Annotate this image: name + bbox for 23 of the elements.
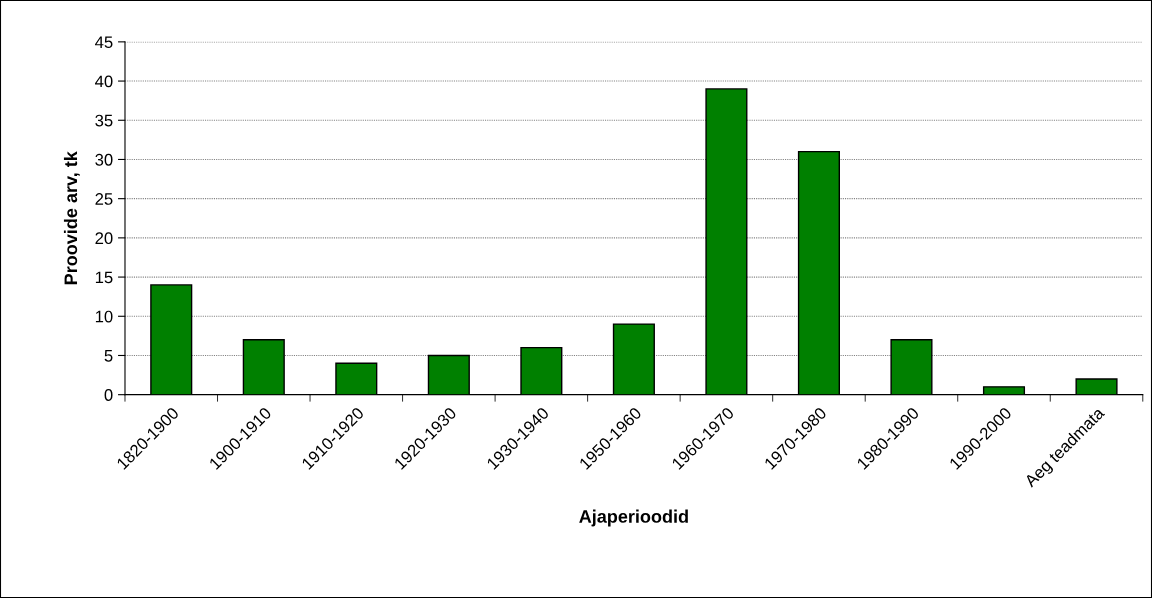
y-tick-label: 30 (95, 153, 113, 166)
bar (890, 339, 933, 395)
bar (427, 354, 470, 395)
bar (612, 323, 655, 395)
y-tick-label: 15 (95, 271, 113, 284)
y-tick-label: 35 (95, 114, 113, 127)
y-tick-label: 45 (95, 36, 113, 49)
x-axis-title: Ajaperioodid (579, 509, 688, 527)
bar (982, 386, 1026, 395)
y-tick-label: 20 (95, 232, 113, 245)
bar (797, 150, 840, 395)
bar (150, 284, 193, 395)
bar (242, 339, 285, 395)
y-axis-title: Proovide arv, tk (63, 151, 80, 285)
y-tick-label: 25 (95, 193, 113, 205)
bar (520, 346, 563, 395)
y-tick-label: 40 (95, 75, 113, 88)
y-tick-label: 10 (95, 310, 113, 323)
bar (705, 88, 748, 395)
bar (1075, 378, 1118, 395)
y-tick-label: 0 (104, 389, 113, 401)
y-tick-label: 5 (104, 350, 113, 362)
bar (335, 362, 378, 395)
